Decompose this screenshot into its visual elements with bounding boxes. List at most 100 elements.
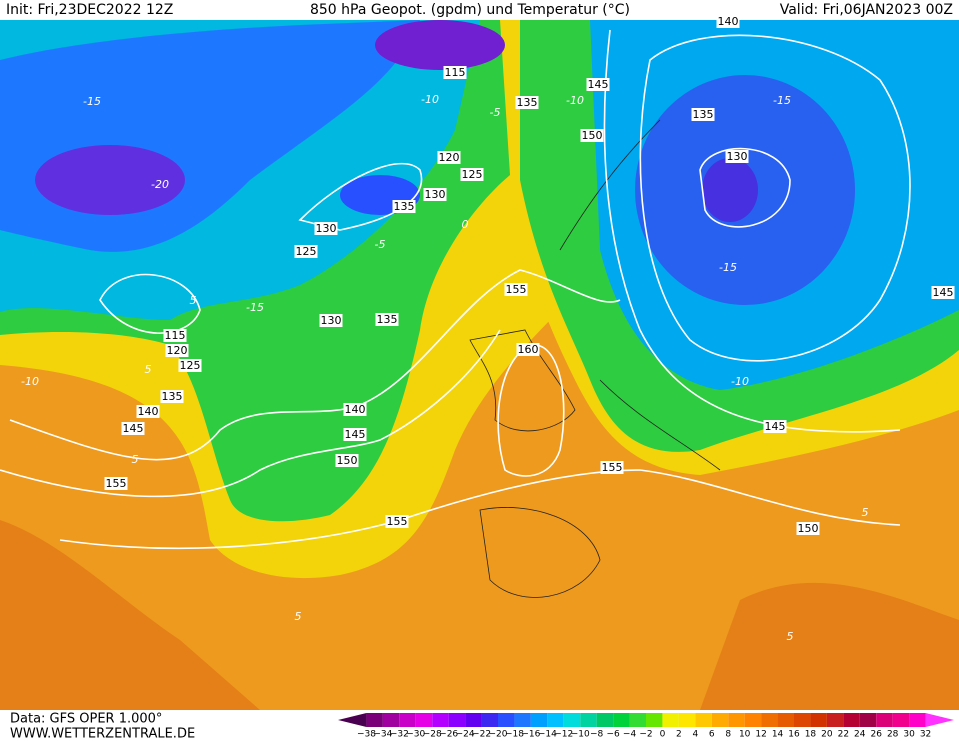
geopotential-label-box xyxy=(385,515,409,528)
legend-swatch xyxy=(366,713,383,727)
legend-swatch xyxy=(876,713,893,727)
legend-label: 0 xyxy=(660,730,666,740)
legend-swatch xyxy=(465,713,482,727)
isohypse xyxy=(497,344,565,477)
legend-label: 32 xyxy=(920,730,931,740)
map-title: 850 hPa Geopot. (gpdm) und Temperatur (°… xyxy=(310,2,630,18)
geopotential-label: 135 xyxy=(377,313,398,326)
geopotential-label: 115 xyxy=(445,66,466,79)
legend-swatch xyxy=(399,713,416,727)
legend-swatch xyxy=(794,713,811,727)
legend-swatch xyxy=(563,713,581,727)
legend-label: −4 xyxy=(623,730,637,740)
geopotential-label: 150 xyxy=(582,129,603,142)
legend-label: −34 xyxy=(373,730,392,740)
geopotential-label: 145 xyxy=(765,420,786,433)
website: WWW.WETTERZENTRALE.DE xyxy=(10,727,195,741)
legend-label: 26 xyxy=(870,730,882,740)
temperature-label: -20 xyxy=(151,178,169,191)
geopotential-label: 135 xyxy=(517,96,538,109)
geopotential-label: 155 xyxy=(106,477,127,490)
init-time: Init: Fri,23DEC2022 12Z xyxy=(6,2,173,18)
legend-label: −22 xyxy=(472,730,491,740)
geopotential-label: 145 xyxy=(123,422,144,435)
geopotential-label-box xyxy=(716,15,740,28)
geopotential-label: 145 xyxy=(588,78,609,91)
temperature-label: 5 xyxy=(295,610,302,623)
temperature-label: -10 xyxy=(421,93,439,106)
geopotential-label-box xyxy=(796,522,820,535)
geopotential-label: 135 xyxy=(394,200,415,213)
isohypse xyxy=(298,162,423,231)
legend-swatch xyxy=(761,713,778,727)
legend-swatch xyxy=(613,713,630,727)
legend-swatch xyxy=(481,713,498,727)
geopotential-label-box xyxy=(586,78,610,91)
geopotential-label-box xyxy=(725,150,749,163)
geopotential-label-box xyxy=(504,283,528,296)
temperature-label: -15 xyxy=(83,95,101,108)
geopotential-label: 135 xyxy=(693,108,714,121)
geopotential-label-box xyxy=(160,390,184,403)
legend-swatch xyxy=(744,713,762,727)
legend-swatch xyxy=(662,713,679,727)
temperature-label: -10 xyxy=(731,375,749,388)
geopotential-label: 135 xyxy=(162,390,183,403)
temperature-label: -5 xyxy=(375,238,386,251)
geopotential-label-box xyxy=(580,129,604,142)
valid-time: Valid: Fri,06JAN2023 00Z xyxy=(780,2,953,18)
geopotential-label: 115 xyxy=(165,329,186,342)
legend-swatch xyxy=(580,713,597,727)
legend-label: −10 xyxy=(571,730,590,740)
geopotential-label: 150 xyxy=(337,454,358,467)
legend-label: 8 xyxy=(725,730,731,740)
geopotential-label: 155 xyxy=(506,283,527,296)
geopotential-label-box xyxy=(515,96,539,109)
legend-swatch xyxy=(596,713,614,727)
geopotential-label: 140 xyxy=(138,405,159,418)
temperature-label: -15 xyxy=(773,94,791,107)
geopotential-label: 140 xyxy=(718,15,739,28)
isohypse xyxy=(99,273,201,334)
geopotential-label-box xyxy=(104,477,128,490)
coastline xyxy=(479,507,601,598)
legend-swatch xyxy=(415,713,433,727)
geopotential-label: 150 xyxy=(798,522,819,535)
geopotential-label-box xyxy=(516,343,540,356)
temperature-label: 5 xyxy=(145,363,152,376)
data-source: Data: GFS OPER 1.000° xyxy=(10,712,162,727)
purple-region xyxy=(702,158,758,222)
legend-swatch xyxy=(925,713,954,727)
legend-label: −30 xyxy=(406,730,425,740)
legend-label: 18 xyxy=(805,730,817,740)
geopotential-label: 120 xyxy=(167,344,188,357)
legend-swatch xyxy=(629,713,646,727)
isohypse xyxy=(0,329,501,498)
legend-swatch xyxy=(678,713,696,727)
geopotential-label: 155 xyxy=(602,461,623,474)
legend-swatch xyxy=(909,713,926,727)
coastline xyxy=(469,329,576,432)
legend-label: −24 xyxy=(456,730,475,740)
geopotential-label: 155 xyxy=(387,515,408,528)
legend-swatch xyxy=(728,713,745,727)
geopotential-label: 140 xyxy=(345,403,366,416)
legend-label: 10 xyxy=(739,730,751,740)
legend-swatch xyxy=(432,713,449,727)
temperature-label: 5 xyxy=(190,294,197,307)
geopotential-label-box xyxy=(314,222,338,235)
legend-label: −8 xyxy=(590,730,604,740)
geopotential-label-box xyxy=(343,403,367,416)
legend-label: 14 xyxy=(772,730,784,740)
geopotential-label-box xyxy=(163,329,187,342)
legend-label: −20 xyxy=(489,730,508,740)
legend-label: −26 xyxy=(439,730,458,740)
geopotential-label: 145 xyxy=(345,428,366,441)
legend-swatch xyxy=(498,713,515,727)
geopotential-label: 145 xyxy=(933,286,954,299)
geopotential-label-box xyxy=(763,420,787,433)
geopotential-label-box xyxy=(691,108,715,121)
geopotential-label-box xyxy=(136,405,160,418)
legend-label: −28 xyxy=(423,730,442,740)
